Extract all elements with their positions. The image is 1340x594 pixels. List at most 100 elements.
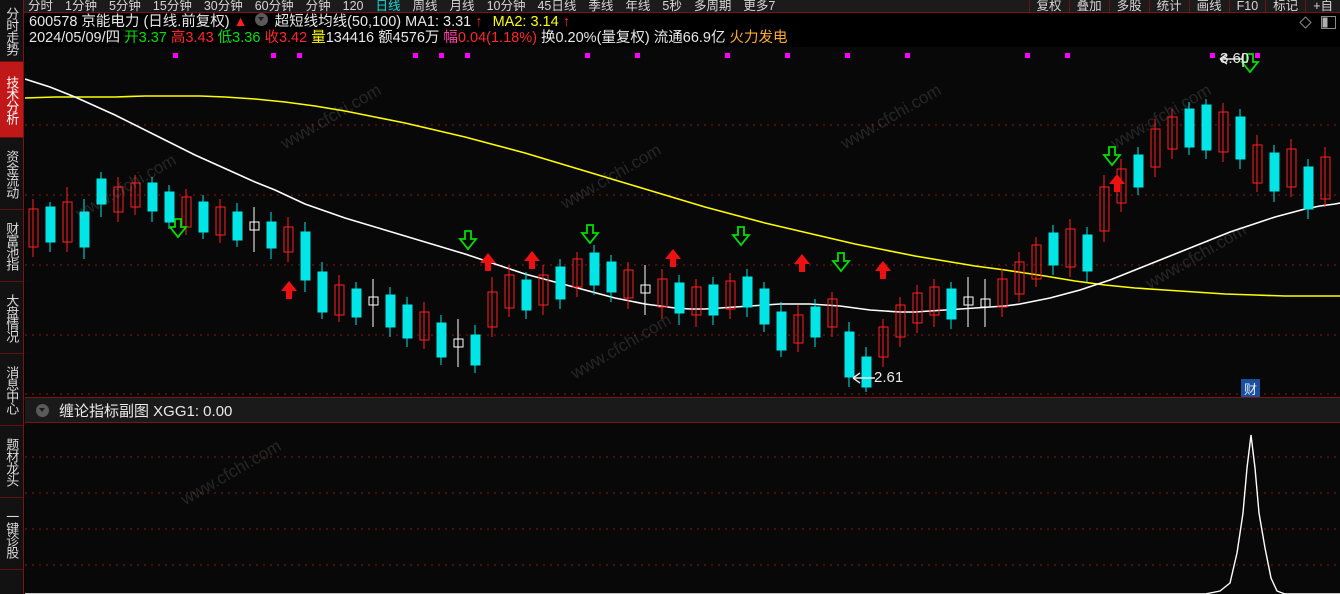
sub-indicator-line [25,434,1340,594]
sidebar-item-zijin[interactable]: 资金流动 [0,138,23,210]
sub-gridlines [25,456,1340,566]
toolbar-button-f10[interactable]: F10 [1228,0,1266,12]
panel-toggle-icon[interactable] [1321,16,1336,34]
quote-info-line-2: 2024/05/09/四 开3.37 高3.43 低3.36 收3.42 量13… [25,30,1340,47]
period-tab-4[interactable]: 30分钟 [203,0,243,13]
range-label: 幅 [443,30,458,46]
buy-arrow-5 [794,254,810,272]
high-label: 高 [170,30,186,46]
range-value: 0.04(1.18%) [457,30,537,46]
left-sidebar: 分时走势 技术分析 资金流动 财富池指 大盘情况 消息中心 题材龙头 一键诊股 [0,0,24,594]
quote-date: 2024/05/09/四 [29,30,121,46]
period-tab-3[interactable]: 15分钟 [152,0,192,13]
toolbar-button-huaxian[interactable]: 画线 [1188,0,1229,12]
period-tab-16[interactable]: 多周期 [693,0,732,13]
toolbar-button-fuquan[interactable]: 复权 [1028,0,1069,12]
buy-arrow-3 [524,251,540,269]
sidebar-item-dapan[interactable]: 大盘情况 [0,282,23,354]
sub-indicator-header: 缠论指标副图 XGG1: 0.00 [25,397,1340,423]
sub-indicator-title[interactable]: 缠论指标副图 XGG1: 0.00 [59,402,233,420]
candlestick-svg [25,53,1340,395]
period-tab-7[interactable]: 120 [342,0,364,13]
stock-code: 600578 [29,14,78,30]
sidebar-item-xiaoxi[interactable]: 消息中心 [0,354,23,426]
turnover-label: 换 [540,30,556,46]
buy-arrow-2 [480,253,496,271]
toolbar-button-diejia[interactable]: 叠加 [1068,0,1109,12]
ma2-value: 3.14 [530,14,559,30]
ma1-arrow-icon: ↑ [475,14,483,30]
open-label: 开 [124,30,139,46]
sidebar-item-caifu[interactable]: 财富池指 [0,210,23,282]
buy-arrow-1 [281,281,297,299]
top-signal-markers [173,53,1260,58]
sidebar-item-yijian[interactable]: 一键诊股 [0,498,23,570]
high-price-pointer [1219,53,1244,67]
period-tab-6[interactable]: 分钟 [305,0,331,13]
window-corner-icons [1299,16,1336,34]
main-candlestick-chart[interactable]: 3.60 2.61 www.cfchi.com www.cfchi.com ww… [25,47,1340,397]
period-tab-2[interactable]: 5分钟 [108,0,141,13]
sidebar-item-ticai[interactable]: 题材龙头 [0,426,23,498]
period-tab-8[interactable]: 日线 [375,0,401,13]
indicator-name[interactable]: 超短线均线(50,100) [274,14,402,30]
turnover-value: 0.20%(量复权) [555,30,650,46]
buy-arrow-4 [665,249,681,267]
period-tab-10[interactable]: 月线 [449,0,475,13]
toolbar-button-duogu[interactable]: 多股 [1108,0,1149,12]
candle-group-uptrend [997,99,1331,317]
chevron-down-icon[interactable] [254,13,268,26]
high-price-label: 3.60 [1220,50,1250,67]
sell-arrow-4 [731,226,751,247]
buy-signal-arrows [281,174,1125,299]
period-tab-11[interactable]: 10分钟 [486,0,526,13]
period-tab-5[interactable]: 60分钟 [254,0,294,13]
sell-signal-arrows [168,53,1260,273]
candlesticks [28,99,1331,392]
sell-arrow-3 [580,224,600,245]
open-value: 3.37 [138,30,167,46]
volume-value: 134416 [325,30,375,46]
period-tab-0[interactable]: 分时 [28,0,54,13]
stock-name: 京能电力 [81,14,140,30]
toolbar-button-add[interactable]: +自 [1305,0,1340,12]
period-tab-14[interactable]: 年线 [625,0,651,13]
period-tab-1[interactable]: 1分钟 [65,0,97,13]
low-label: 低 [217,30,233,46]
sell-arrow-2 [458,230,478,251]
trend-up-arrow-icon: ▲ [233,13,248,29]
period-tab-9[interactable]: 周线 [412,0,438,13]
sidebar-item-jishu[interactable]: 技术分析 [0,62,23,138]
diamond-icon[interactable] [1299,16,1312,34]
close-label: 收 [264,30,279,46]
sidebar-item-fenshi[interactable]: 分时走势 [0,0,23,62]
status-badge-cai: 财 [1241,379,1260,397]
high-value: 3.43 [185,30,214,46]
sell-arrow-5 [831,252,851,273]
sector-label[interactable]: 火力发电 [729,30,788,46]
top-toolbar: 分时 1分钟 5分钟 15分钟 30分钟 60分钟 分钟 120 日线 周线 月… [0,0,1340,13]
sell-arrow-1 [168,218,188,239]
amount-label: 额 [378,30,393,46]
toolbar-button-tongji[interactable]: 统计 [1148,0,1189,12]
low-value: 3.36 [232,30,261,46]
period-tab-13[interactable]: 季线 [588,0,614,13]
sub-indicator-chart[interactable]: www.cfchi.com [25,423,1340,594]
volume-label: 量 [311,30,326,46]
amount-value: 4576万 [392,30,440,46]
quote-info-line-1: 600578 京能电力 (日线.前复权) ▲ 超短线均线(50,100) MA1… [25,13,1340,30]
float-label: 流通 [653,30,683,46]
ma2-arrow-icon: ↑ [562,14,570,30]
sub-panel-chevron-down-icon[interactable] [36,403,49,417]
candle-group-base [487,245,991,392]
buy-arrow-6 [875,261,891,279]
toolbar-button-biaoji[interactable]: 标记 [1265,0,1305,12]
period-tab-17[interactable]: 更多7 [743,0,776,13]
toolbar-right-buttons: 复权 叠加 多股 统计 画线 F10 标记 +自 [1028,0,1340,12]
period-note: (日线.前复权) [143,14,230,30]
period-tab-group: 分时 1分钟 5分钟 15分钟 30分钟 60分钟 分钟 120 日线 周线 月… [0,0,781,13]
sell-arrow-7 [1240,53,1260,74]
period-tab-15[interactable]: 5秒 [662,0,682,13]
period-tab-12[interactable]: 45日线 [537,0,577,13]
